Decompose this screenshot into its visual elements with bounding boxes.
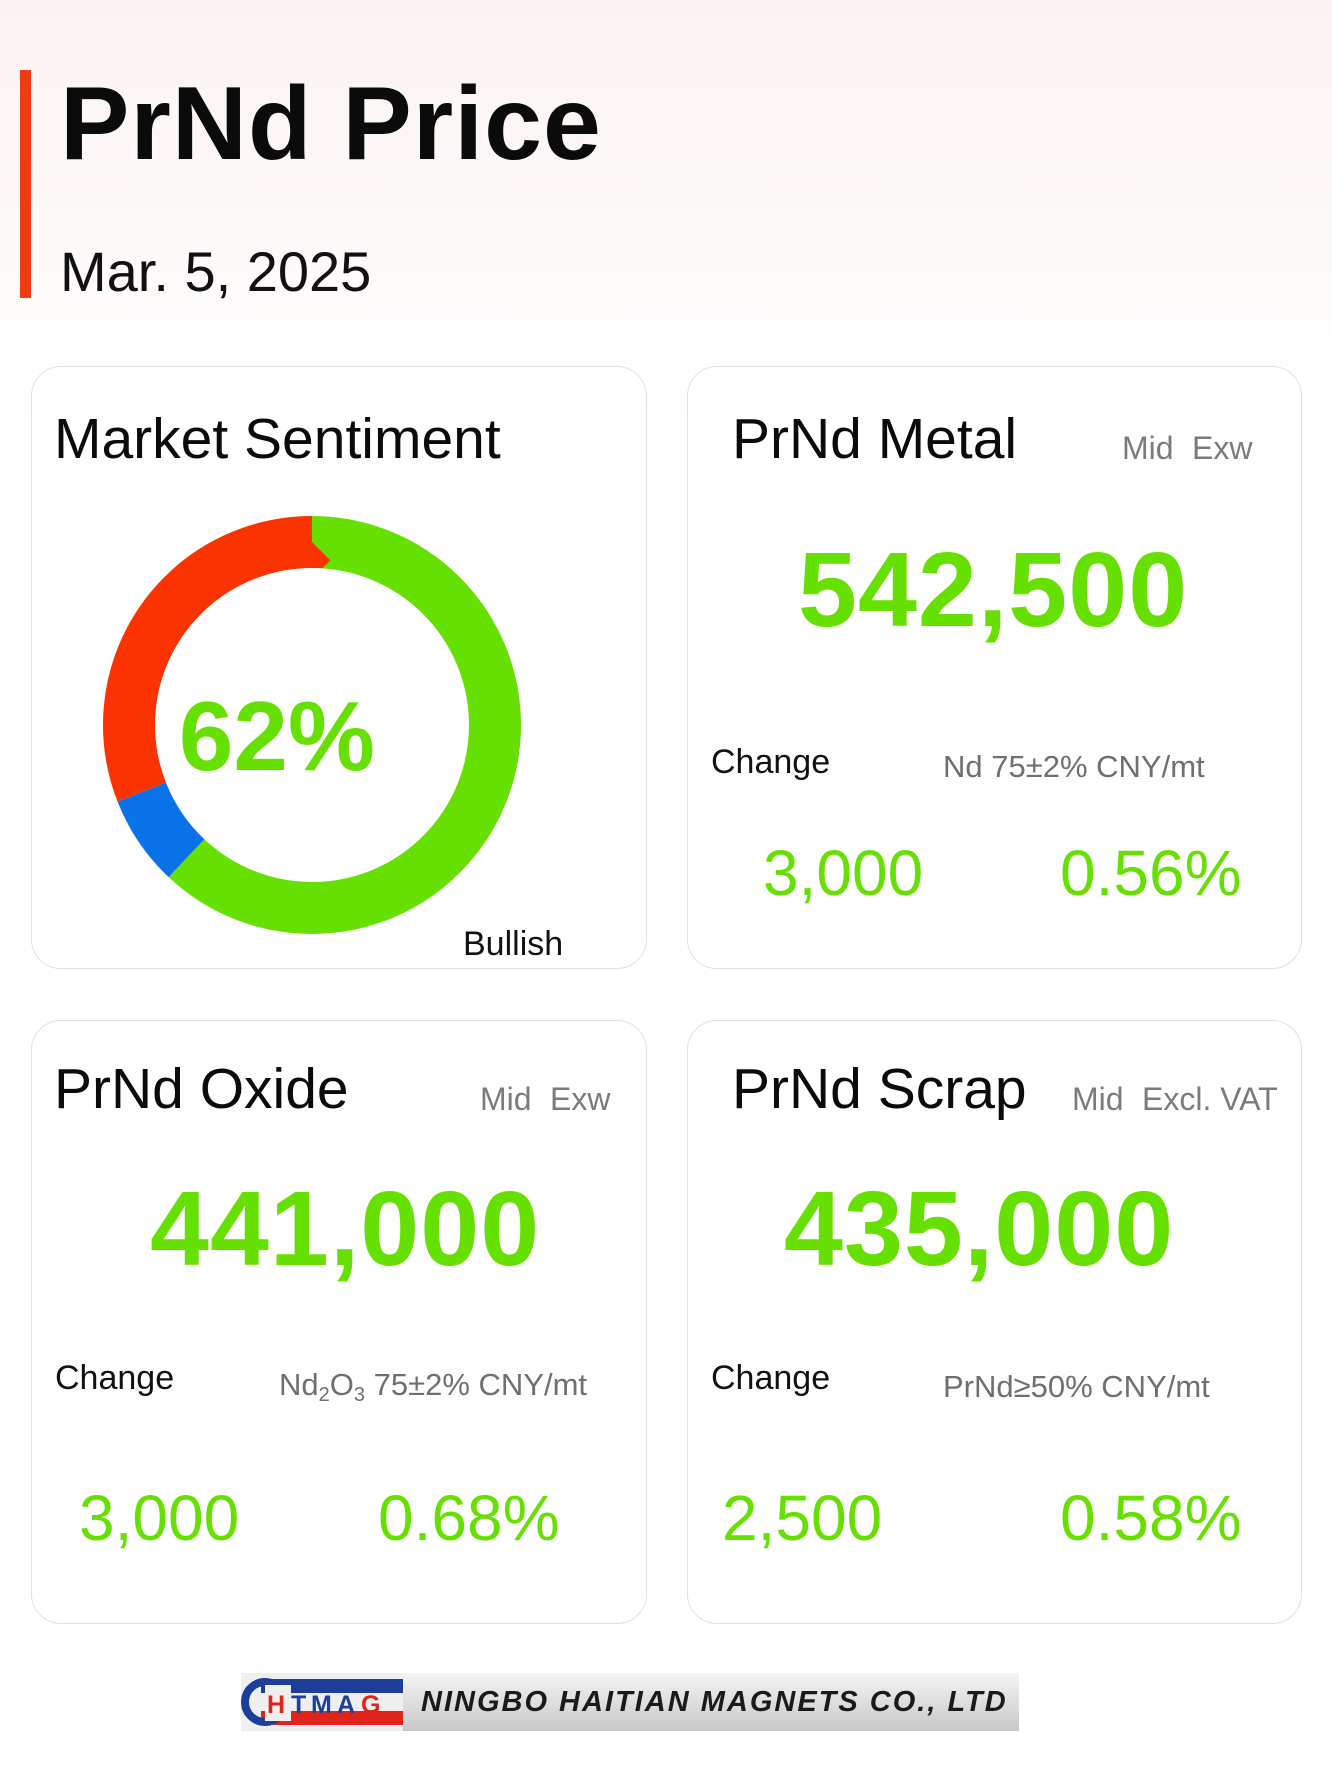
- svg-text:G: G: [361, 1691, 380, 1719]
- company-name: NINGBO HAITIAN MAGNETS CO., LTD: [421, 1686, 1008, 1718]
- metal-title: PrNd Metal: [732, 407, 1018, 471]
- scrap-change-pct: 0.58%: [1060, 1482, 1242, 1554]
- oxide-change-pct: 0.68%: [378, 1482, 560, 1554]
- metal-tag-mid: Mid: [1122, 430, 1174, 466]
- company-banner: H T M A G NINGBO HAITIAN MAGNETS CO., LT…: [241, 1673, 1019, 1731]
- oxide-spec-prefix: Nd: [279, 1367, 319, 1402]
- page-title: PrNd Price: [60, 66, 602, 182]
- svg-text:T: T: [291, 1691, 306, 1719]
- scrap-spec: PrNd≥50% CNY/mt: [943, 1369, 1210, 1404]
- scrap-tag-basis: Excl. VAT: [1142, 1081, 1278, 1117]
- scrap-title: PrNd Scrap: [732, 1057, 1027, 1121]
- oxide-price: 441,000: [150, 1170, 541, 1288]
- company-logo: H T M A G: [241, 1673, 403, 1731]
- oxide-tag-basis: Exw: [550, 1081, 611, 1117]
- svg-text:A: A: [337, 1691, 355, 1719]
- oxide-title: PrNd Oxide: [54, 1057, 349, 1121]
- oxide-spec-suffix: 75±2% CNY/mt: [365, 1367, 588, 1402]
- oxide-spec-sub2: 3: [353, 1384, 366, 1406]
- oxide-spec-mid: O: [329, 1367, 354, 1402]
- oxide-change-label: Change: [55, 1359, 175, 1397]
- oxide-spec: Nd2O3 75±2% CNY/mt: [279, 1367, 588, 1405]
- metal-spec: Nd 75±2% CNY/mt: [943, 749, 1205, 784]
- scrap-change-label: Change: [711, 1359, 831, 1397]
- prnd-scrap-card: PrNd Scrap Mid Excl. VAT 435,000 Change …: [687, 1020, 1302, 1624]
- oxide-spec-sub1: 2: [318, 1384, 330, 1406]
- metal-change-pct: 0.56%: [1060, 837, 1242, 909]
- scrap-change-abs: 2,500: [722, 1482, 883, 1554]
- metal-price: 542,500: [798, 531, 1189, 649]
- title-accent-bar: [20, 70, 31, 298]
- sentiment-label: Bullish: [463, 925, 564, 963]
- oxide-change-abs: 3,000: [79, 1482, 240, 1554]
- sentiment-percentage: 62%: [178, 681, 376, 791]
- svg-text:M: M: [311, 1691, 332, 1719]
- metal-change-abs: 3,000: [763, 837, 924, 909]
- metal-tag-basis: Exw: [1192, 430, 1253, 466]
- prnd-oxide-card: PrNd Oxide Mid Exw 441,000 Change Nd2O3 …: [31, 1020, 647, 1624]
- scrap-tag-mid: Mid: [1072, 1081, 1124, 1117]
- sentiment-donut-chart: [103, 516, 521, 934]
- scrap-price: 435,000: [784, 1170, 1175, 1288]
- oxide-tag-mid: Mid: [480, 1081, 532, 1117]
- donut-segment-bearish: [103, 516, 521, 934]
- metal-change-label: Change: [711, 743, 831, 781]
- sentiment-title: Market Sentiment: [54, 407, 501, 471]
- report-date: Mar. 5, 2025: [60, 240, 372, 303]
- market-sentiment-card: Market Sentiment 62% Bullish: [31, 366, 647, 969]
- prnd-metal-card: PrNd Metal Mid Exw 542,500 Change Nd 75±…: [687, 366, 1302, 969]
- svg-text:H: H: [267, 1691, 285, 1719]
